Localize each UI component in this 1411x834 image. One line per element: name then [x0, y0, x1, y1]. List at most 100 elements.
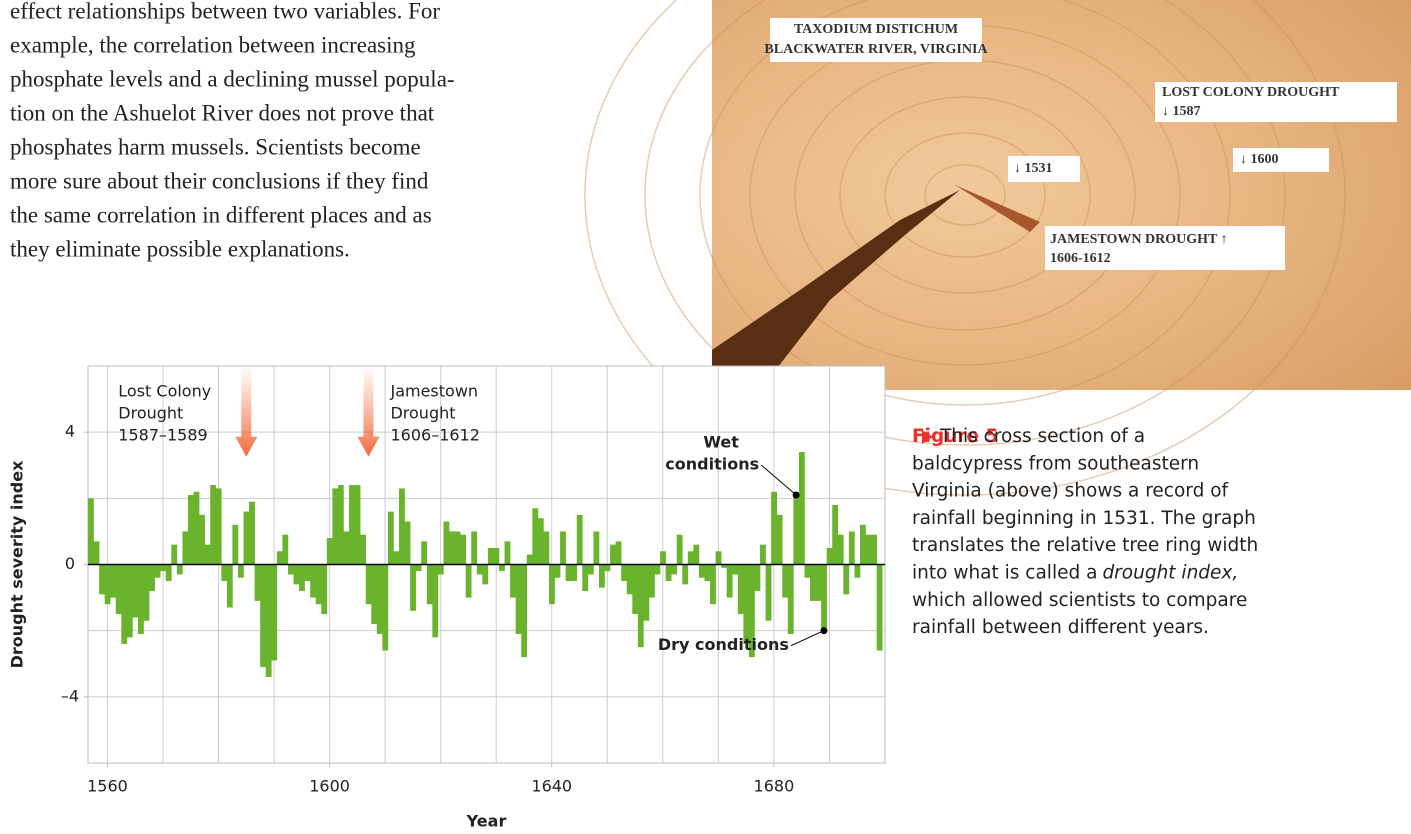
bar [237, 564, 244, 578]
callout-label: conditions [665, 455, 759, 474]
bar [110, 564, 117, 598]
bar [210, 485, 217, 565]
bar [337, 485, 344, 565]
x-tick-label: 1600 [309, 777, 350, 796]
annotation: Drought [390, 404, 455, 423]
photo: TAXODIUM DISTICHUM BLACKWATER RIVER, VIR… [584, 0, 1411, 496]
photo-label: ↓ 1600 [1240, 152, 1279, 167]
bar [282, 534, 289, 565]
bar [732, 564, 739, 575]
caption-line: which allowed scientists to compare [912, 590, 1247, 611]
bar [815, 564, 822, 601]
annotation: Drought [118, 404, 183, 423]
photo-label: JAMESTOWN DROUGHT ↑ [1050, 232, 1228, 247]
bar [432, 564, 439, 638]
bar [249, 501, 255, 565]
bar [176, 564, 183, 575]
bar [587, 564, 594, 575]
bar [221, 564, 228, 582]
bar [593, 531, 600, 565]
paragraph-line: effect relationships between two variabl… [10, 0, 440, 23]
bar [421, 541, 428, 565]
bar [604, 564, 611, 572]
bar [193, 491, 200, 565]
bar [626, 564, 633, 595]
bar [693, 544, 700, 565]
bar [843, 564, 850, 595]
bar [115, 564, 122, 615]
x-tick-label: 1680 [754, 777, 795, 796]
bar [543, 531, 550, 565]
bar [610, 544, 616, 565]
bar [360, 534, 367, 565]
bar [121, 564, 128, 644]
bar [765, 564, 772, 621]
y-tick-label: 4 [65, 422, 75, 441]
bar [404, 521, 411, 565]
bar [154, 564, 161, 578]
bar [510, 564, 516, 598]
photo-label: 1606-1612 [1050, 251, 1111, 266]
bar [804, 564, 811, 578]
leader-line [760, 464, 797, 496]
bar [498, 564, 505, 572]
annotation: 1606–1612 [390, 426, 479, 445]
bar [715, 551, 722, 565]
bar [349, 485, 355, 565]
callout-label: Dry conditions [658, 635, 789, 654]
bar [371, 564, 378, 625]
bar [293, 564, 300, 585]
annotation: Jamestown [389, 382, 478, 401]
bar [643, 564, 650, 621]
bar [776, 514, 783, 565]
y-tick-label: 0 [65, 554, 75, 573]
bar [748, 564, 755, 658]
caption-line: rainfall beginning in 1531. The graph [912, 508, 1256, 529]
bar [743, 564, 750, 644]
bar [787, 564, 794, 634]
bar [354, 485, 361, 565]
bar [254, 564, 261, 601]
bar [726, 564, 733, 598]
annotation: 1587–1589 [118, 426, 207, 445]
drought-arrow [357, 366, 380, 457]
bar [832, 504, 839, 565]
bar [860, 524, 866, 565]
bar [476, 564, 483, 575]
bar [343, 531, 350, 565]
paragraph-line: they eliminate possible explanations. [10, 236, 350, 261]
x-axis-title: Year [466, 812, 507, 831]
bar [226, 564, 233, 608]
bar [482, 564, 489, 585]
bar [493, 547, 500, 565]
bar [487, 547, 494, 565]
bar [687, 551, 694, 565]
bar [526, 554, 533, 565]
bar [554, 564, 561, 578]
paragraph-line: tion on the Ashuelot River does not prov… [10, 100, 435, 125]
bar [443, 521, 450, 565]
bar [171, 544, 178, 565]
x-tick-label: 1560 [87, 777, 128, 796]
bar [582, 564, 589, 591]
bar [449, 531, 455, 565]
photo-label: LOST COLONY DROUGHT [1162, 85, 1340, 100]
bar [548, 564, 555, 605]
caption-line: Virginia (above) shows a record of [912, 481, 1229, 502]
bar [321, 564, 328, 615]
bar [465, 564, 472, 598]
caption-label: Figure 5 [912, 426, 998, 447]
bar [137, 564, 144, 634]
bar [365, 564, 372, 605]
bar [871, 534, 877, 565]
bar [654, 564, 661, 575]
bar [798, 452, 805, 565]
bar [382, 564, 389, 651]
bar [698, 564, 705, 578]
bar [454, 531, 461, 565]
caption-line: into what is called a drought index, [912, 563, 1238, 584]
bar [387, 511, 394, 565]
photo-label: TAXODIUM DISTICHUM [794, 22, 958, 37]
